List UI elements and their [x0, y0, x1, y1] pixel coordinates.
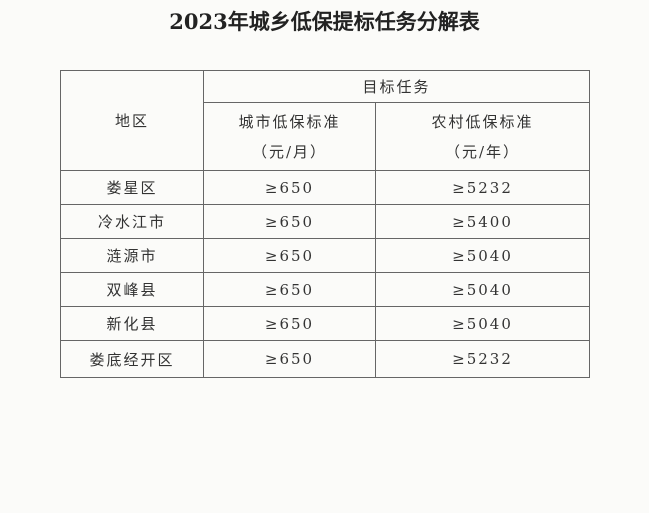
region-cell: 娄底经开区 [60, 340, 204, 378]
rural-cell: ≥5232 [375, 340, 590, 378]
urban-cell: ≥650 [203, 340, 376, 378]
urban-header: 城市低保标准 （元/月） [203, 102, 376, 171]
urban-header-label: 城市低保标准 [238, 112, 341, 131]
rural-cell: ≥5040 [375, 238, 590, 273]
table-row: 娄星区 ≥650 ≥5232 [60, 170, 590, 205]
task-table: 地区 目标任务 城市低保标准 （元/月） 农村低保标准 （元/年） 娄星区 ≥650 ≥… [60, 70, 590, 378]
table-row: 新化县 ≥650 ≥5040 [60, 306, 590, 341]
rural-header: 农村低保标准 （元/年） [375, 102, 590, 171]
urban-unit: （元/月） [251, 142, 328, 161]
group-header: 目标任务 [203, 70, 590, 103]
table-row: 双峰县 ≥650 ≥5040 [60, 272, 590, 307]
table-row: 冷水江市 ≥650 ≥5400 [60, 204, 590, 239]
rural-unit: （元/年） [444, 142, 521, 161]
rural-cell: ≥5040 [375, 272, 590, 307]
urban-cell: ≥650 [203, 306, 376, 341]
rural-cell: ≥5400 [375, 204, 590, 239]
rural-cell: ≥5040 [375, 306, 590, 341]
rural-header-label: 农村低保标准 [431, 112, 534, 131]
urban-cell: ≥650 [203, 204, 376, 239]
region-cell: 冷水江市 [60, 204, 204, 239]
region-cell: 涟源市 [60, 238, 204, 273]
rural-cell: ≥5232 [375, 170, 590, 205]
region-cell: 双峰县 [60, 272, 204, 307]
table-row: 娄底经开区 ≥650 ≥5232 [60, 340, 590, 378]
urban-cell: ≥650 [203, 272, 376, 307]
table-row: 涟源市 ≥650 ≥5040 [60, 238, 590, 273]
urban-cell: ≥650 [203, 238, 376, 273]
urban-cell: ≥650 [203, 170, 376, 205]
region-header: 地区 [60, 70, 204, 171]
document-title: 2023年城乡低保提标任务分解表 [169, 9, 480, 34]
region-cell: 娄星区 [60, 170, 204, 205]
region-cell: 新化县 [60, 306, 204, 341]
